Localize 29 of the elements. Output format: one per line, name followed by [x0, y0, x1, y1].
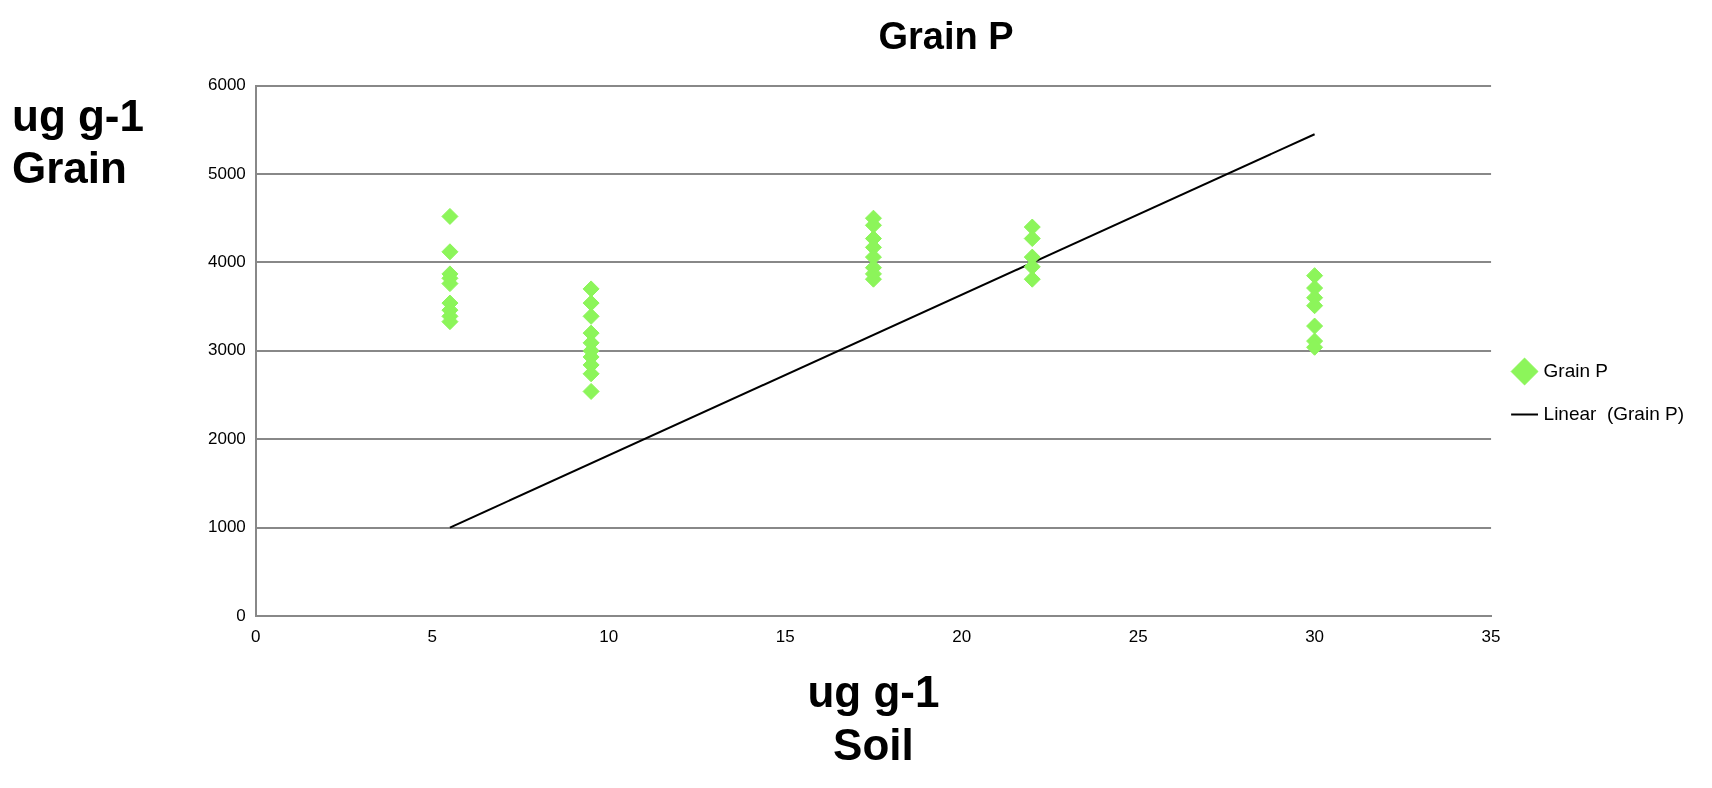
y-tick-label: 5000 — [207, 163, 246, 183]
point — [1023, 230, 1041, 248]
y-tick-label: 4000 — [207, 252, 246, 272]
point — [1306, 317, 1324, 335]
x-tick-label: 20 — [952, 626, 972, 646]
y-tick-label: 3000 — [207, 340, 246, 360]
legend-label: Linear (Grain P) — [1543, 402, 1685, 424]
y-tick-label: 2000 — [207, 428, 246, 448]
x-tick-label: 35 — [1481, 626, 1501, 646]
legend-label: Grain P — [1543, 359, 1608, 381]
x-tick-label: 10 — [599, 626, 619, 646]
point — [582, 382, 600, 400]
x-axis-title: ug g-1 Soil — [807, 666, 940, 769]
point — [582, 280, 600, 298]
y-tick-label: 0 — [236, 605, 246, 625]
y-tick-label: 6000 — [207, 75, 246, 95]
point — [582, 307, 600, 325]
y-axis-title: ug g-1 Grain — [12, 90, 144, 194]
x-tick-label: 5 — [427, 626, 438, 646]
x-tick-label: 25 — [1128, 626, 1148, 646]
point — [1023, 270, 1041, 288]
x-tick-label: 0 — [251, 626, 261, 646]
point — [441, 243, 459, 261]
point — [441, 207, 459, 225]
x-tick-label: 30 — [1305, 626, 1325, 646]
y-tick-label: 1000 — [207, 517, 246, 537]
x-tick-label: 15 — [775, 626, 795, 646]
chart-title: Grain P — [878, 15, 1014, 58]
point — [582, 294, 600, 312]
